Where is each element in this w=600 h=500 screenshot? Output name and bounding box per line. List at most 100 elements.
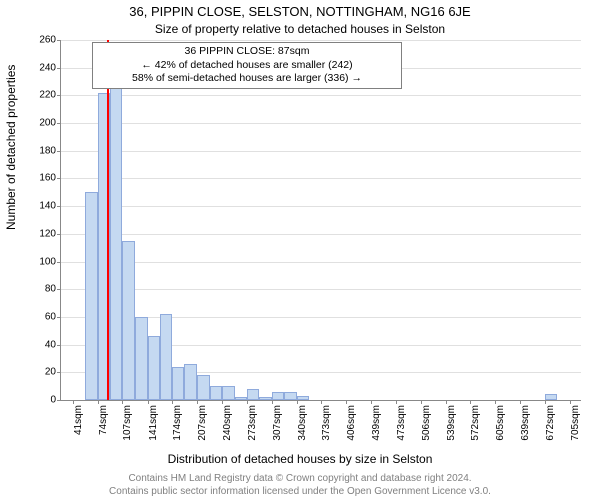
ytick-mark <box>57 95 61 96</box>
gridline-h <box>61 178 581 179</box>
xtick-mark <box>446 400 447 404</box>
xtick-label: 539sqm <box>446 405 457 441</box>
ytick-label: 220 <box>39 90 56 101</box>
xtick-label: 307sqm <box>272 405 283 441</box>
ytick-mark <box>57 262 61 263</box>
xtick-mark <box>545 400 546 404</box>
xtick-mark <box>122 400 123 404</box>
histogram-bar <box>148 336 160 400</box>
xtick-mark <box>321 400 322 404</box>
ytick-mark <box>57 317 61 318</box>
xtick-label: 639sqm <box>520 405 531 441</box>
xtick-mark <box>421 400 422 404</box>
xtick-label: 373sqm <box>321 405 332 441</box>
ytick-label: 60 <box>45 311 56 322</box>
annotation-line1: 36 PIPPIN CLOSE: 87sqm <box>97 45 397 59</box>
gridline-h <box>61 123 581 124</box>
xtick-label: 74sqm <box>98 405 109 435</box>
gridline-h <box>61 262 581 263</box>
xtick-mark <box>520 400 521 404</box>
xtick-label: 141sqm <box>148 405 159 441</box>
xtick-mark <box>272 400 273 404</box>
xtick-label: 273sqm <box>247 405 258 441</box>
histogram-bar <box>172 367 184 400</box>
ytick-label: 160 <box>39 173 56 184</box>
xtick-mark <box>172 400 173 404</box>
ytick-label: 80 <box>45 284 56 295</box>
gridline-h <box>61 234 581 235</box>
histogram-bar <box>272 392 284 400</box>
xtick-mark <box>222 400 223 404</box>
histogram-bar <box>235 397 247 400</box>
histogram-bar <box>110 88 123 400</box>
xtick-label: 672sqm <box>545 405 556 441</box>
xtick-label: 439sqm <box>371 405 382 441</box>
ytick-mark <box>57 400 61 401</box>
plot-area: 02040608010012014016018020022024026041sq… <box>60 40 581 401</box>
xtick-mark <box>470 400 471 404</box>
chart-container: 36, PIPPIN CLOSE, SELSTON, NOTTINGHAM, N… <box>0 0 600 500</box>
xtick-label: 473sqm <box>396 405 407 441</box>
ytick-mark <box>57 372 61 373</box>
ytick-label: 120 <box>39 228 56 239</box>
ytick-mark <box>57 151 61 152</box>
xtick-mark <box>148 400 149 404</box>
histogram-bar <box>135 317 148 400</box>
x-axis-label: Distribution of detached houses by size … <box>0 452 600 466</box>
gridline-h <box>61 289 581 290</box>
histogram-bar <box>259 397 272 400</box>
xtick-label: 605sqm <box>495 405 506 441</box>
ytick-mark <box>57 345 61 346</box>
xtick-label: 506sqm <box>421 405 432 441</box>
xtick-mark <box>495 400 496 404</box>
footer-licence: Contains public sector information licen… <box>0 486 600 497</box>
footer-copyright: Contains HM Land Registry data © Crown c… <box>0 473 600 484</box>
xtick-label: 340sqm <box>297 405 308 441</box>
xtick-label: 107sqm <box>122 405 133 441</box>
xtick-label: 572sqm <box>470 405 481 441</box>
ytick-label: 180 <box>39 145 56 156</box>
ytick-label: 240 <box>39 62 56 73</box>
ytick-label: 20 <box>45 367 56 378</box>
ytick-mark <box>57 178 61 179</box>
ytick-label: 0 <box>50 395 56 406</box>
xtick-label: 207sqm <box>197 405 208 441</box>
histogram-bar <box>122 241 135 400</box>
histogram-bar <box>284 392 297 400</box>
xtick-mark <box>396 400 397 404</box>
histogram-bar <box>184 364 197 400</box>
xtick-mark <box>98 400 99 404</box>
annotation-line2: ← 42% of detached houses are smaller (24… <box>97 59 397 73</box>
ytick-mark <box>57 123 61 124</box>
gridline-h <box>61 151 581 152</box>
xtick-mark <box>197 400 198 404</box>
histogram-bar <box>197 375 210 400</box>
ytick-mark <box>57 289 61 290</box>
gridline-h <box>61 95 581 96</box>
xtick-label: 41sqm <box>73 405 84 435</box>
xtick-mark <box>73 400 74 404</box>
xtick-mark <box>346 400 347 404</box>
plot-region: 02040608010012014016018020022024026041sq… <box>60 40 580 400</box>
histogram-bar <box>160 314 173 400</box>
ytick-label: 40 <box>45 339 56 350</box>
gridline-h <box>61 206 581 207</box>
xtick-label: 406sqm <box>346 405 357 441</box>
reference-line <box>107 40 109 400</box>
histogram-bar <box>247 389 260 400</box>
ytick-label: 200 <box>39 118 56 129</box>
histogram-bar <box>85 192 98 400</box>
ytick-mark <box>57 68 61 69</box>
xtick-mark <box>247 400 248 404</box>
annotation-box: 36 PIPPIN CLOSE: 87sqm ← 42% of detached… <box>92 42 402 89</box>
xtick-mark <box>570 400 571 404</box>
ytick-mark <box>57 40 61 41</box>
histogram-bar <box>297 396 309 400</box>
xtick-label: 705sqm <box>570 405 581 441</box>
title-main: 36, PIPPIN CLOSE, SELSTON, NOTTINGHAM, N… <box>0 4 600 19</box>
annotation-line3: 58% of semi-detached houses are larger (… <box>97 72 397 86</box>
ytick-label: 140 <box>39 201 56 212</box>
xtick-label: 240sqm <box>222 405 233 441</box>
gridline-h <box>61 40 581 41</box>
title-sub: Size of property relative to detached ho… <box>0 22 600 36</box>
